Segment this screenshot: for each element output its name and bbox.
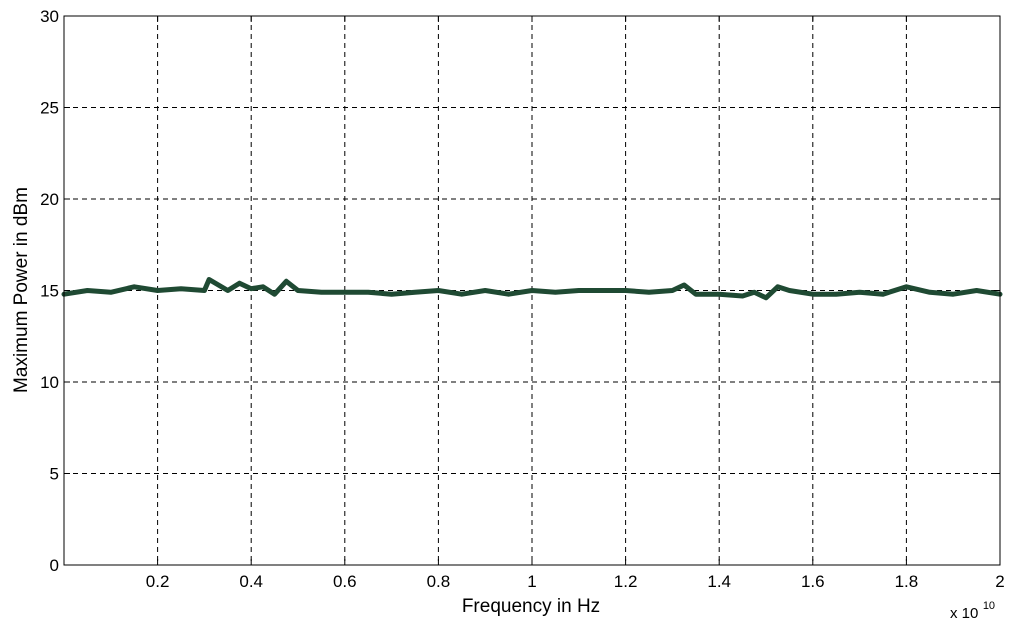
y-tick-label: 30 — [40, 7, 59, 26]
x-tick-label: 0.2 — [146, 572, 170, 591]
y-tick-label: 25 — [40, 99, 59, 118]
x-tick-label: 0.6 — [333, 572, 357, 591]
y-tick-label: 5 — [50, 465, 59, 484]
tick-marks — [64, 15, 1001, 566]
y-tick-label: 0 — [50, 556, 59, 575]
x-tick-label: 1.2 — [614, 572, 638, 591]
x-axis-multiplier-base: x 10 — [950, 605, 978, 622]
x-axis-multiplier-exponent: 10 — [983, 600, 995, 612]
y-tick-label: 10 — [40, 373, 59, 392]
x-tick-label: 1.8 — [895, 572, 919, 591]
x-axis-title: Frequency in Hz — [462, 596, 600, 617]
x-tick-label: 1.6 — [801, 572, 825, 591]
y-tick-label: 15 — [40, 282, 59, 301]
y-tick-labels: 0 5 10 15 20 25 30 — [40, 7, 59, 575]
x-tick-label: 0.8 — [427, 572, 451, 591]
x-axis-multiplier: x 10 10 — [950, 600, 995, 622]
x-tick-label: 0.4 — [239, 572, 263, 591]
x-tick-label: 2 — [995, 572, 1004, 591]
series-line — [61, 277, 1003, 301]
y-tick-label: 20 — [40, 190, 59, 209]
x-tick-label: 1 — [527, 572, 536, 591]
x-tick-labels: 0.2 0.4 0.6 0.8 1 1.2 1.4 1.6 1.8 2 — [146, 572, 1005, 591]
y-axis-title: Maximum Power in dBm — [11, 187, 32, 393]
series-layer — [61, 277, 1003, 301]
x-tick-label: 1.4 — [707, 572, 731, 591]
